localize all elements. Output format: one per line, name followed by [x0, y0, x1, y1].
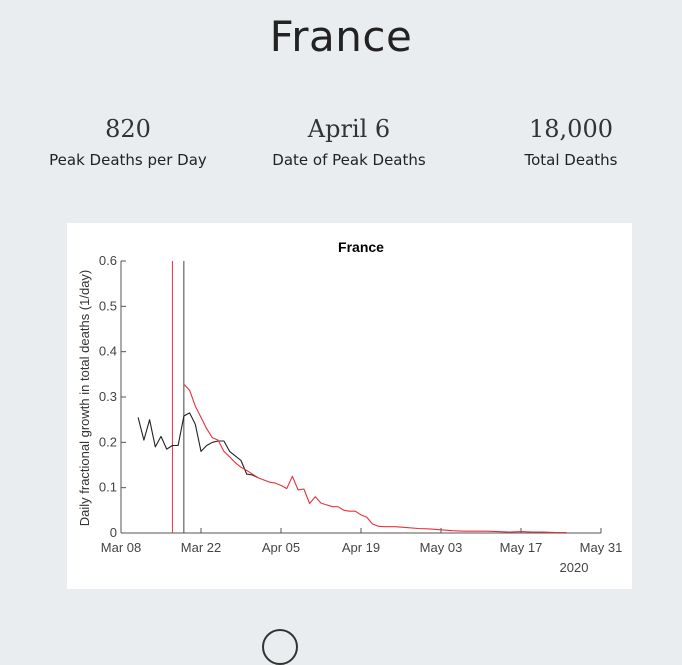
y-tick-label-0: 0	[110, 525, 117, 540]
chart-y-axis-label: Daily fractional growth in total deaths …	[77, 270, 92, 527]
x-tick-label-5: May 17	[500, 540, 543, 555]
chart-series	[137, 383, 567, 534]
stat-total-deaths-value: 18,000	[529, 115, 613, 143]
stat-total-deaths: 18,000 Total Deaths	[461, 115, 681, 169]
y-tick-label-1: 0.1	[99, 480, 117, 495]
x-tick-label-1: Mar 22	[181, 540, 221, 555]
chart-title: France	[338, 239, 384, 255]
series-line-0	[137, 412, 259, 479]
chart-vlines	[171, 261, 185, 533]
stat-peak-deaths: 820 Peak Deaths per Day	[18, 115, 238, 169]
page-title: France	[269, 12, 413, 61]
y-tick-label-2: 0.2	[99, 434, 117, 449]
y-tick-label-5: 0.5	[99, 298, 117, 313]
stat-peak-date: April 6 Date of Peak Deaths	[239, 115, 459, 169]
stat-peak-date-label: Date of Peak Deaths	[272, 151, 426, 169]
y-tick-label-3: 0.3	[99, 389, 117, 404]
growth-chart: France Daily fractional growth in total …	[77, 239, 622, 575]
chart-axes: 0 0.1 0.2 0.3 0.4 0.5 0.6 Mar 08 Mar 22 Apr 05 Apr…	[99, 253, 622, 555]
bottom-circle-icon	[262, 629, 298, 665]
stat-peak-deaths-label: Peak Deaths per Day	[49, 151, 207, 169]
chart-container: France Daily fractional growth in total …	[67, 223, 632, 589]
x-tick-label-2: Apr 05	[262, 540, 300, 555]
x-tick-label-0: Mar 08	[101, 540, 141, 555]
y-tick-label-4: 0.4	[99, 344, 117, 359]
y-tick-label-6: 0.6	[99, 253, 117, 268]
series-line-1	[183, 383, 567, 534]
stat-total-deaths-label: Total Deaths	[524, 151, 618, 169]
stat-peak-date-value: April 6	[307, 115, 391, 143]
stat-peak-deaths-value: 820	[105, 115, 151, 143]
chart-year-label: 2020	[560, 560, 589, 575]
x-tick-label-3: Apr 19	[342, 540, 380, 555]
x-tick-label-6: May 31	[580, 540, 623, 555]
x-tick-label-4: May 03	[420, 540, 463, 555]
